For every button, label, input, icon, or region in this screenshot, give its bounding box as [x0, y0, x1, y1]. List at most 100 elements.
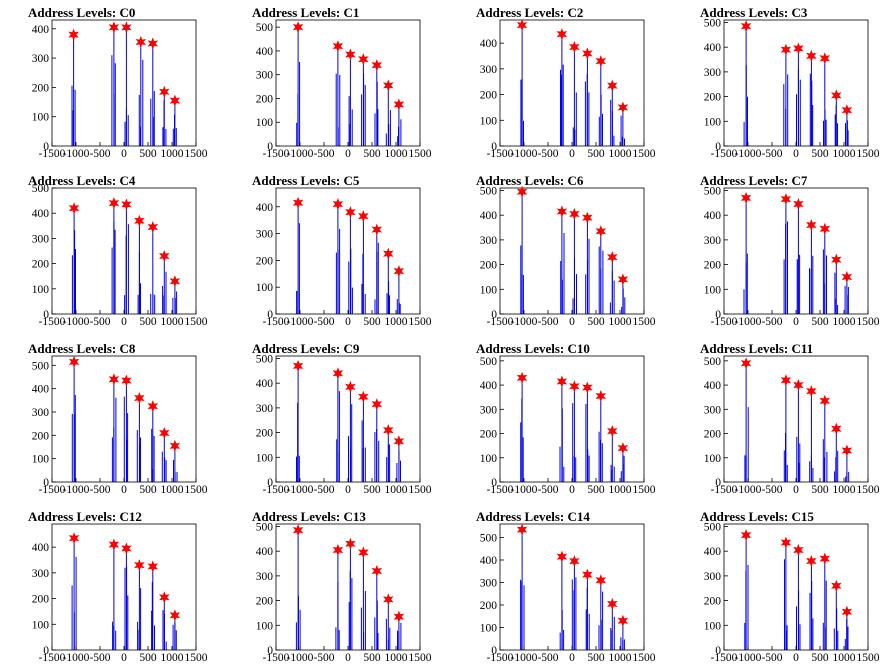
- x-tick-label: 500: [139, 484, 157, 496]
- x-tick-label: 1500: [409, 316, 432, 328]
- y-tick-label: 500: [32, 360, 50, 372]
- x-tick-label: 1500: [633, 316, 656, 328]
- peak-marker: [68, 532, 80, 545]
- y-tick-label: 200: [704, 596, 722, 608]
- y-tick-label: 0: [43, 309, 49, 321]
- peak-marker: [169, 439, 181, 452]
- panel-title: Address Levels: C13: [252, 509, 366, 524]
- peak-marker: [108, 21, 120, 34]
- x-tick-label: -1000: [735, 316, 762, 328]
- x-tick-label: 0: [345, 148, 351, 160]
- x-tick-label: 0: [121, 316, 127, 328]
- y-tick-label: 200: [704, 92, 722, 104]
- x-tick-label: 0: [345, 652, 351, 664]
- x-tick-label: 500: [811, 652, 829, 664]
- peak-marker: [332, 40, 344, 53]
- y-tick-label: 100: [32, 284, 50, 296]
- peak-marker: [358, 546, 369, 559]
- y-tick-label: 100: [480, 623, 498, 635]
- peak-marker: [595, 574, 607, 587]
- peak-marker: [556, 28, 568, 41]
- y-tick-label: 100: [256, 282, 274, 294]
- peak-marker: [569, 380, 580, 393]
- y-tick-label: 500: [256, 22, 274, 34]
- panel-c2: Address Levels: C2 0 100 200 300 400 -1500-100…: [476, 5, 656, 160]
- y-tick-label: 0: [491, 309, 497, 321]
- x-tick-label: 500: [811, 148, 829, 160]
- peak-marker: [358, 390, 369, 403]
- peak-marker: [159, 591, 170, 604]
- peak-marker: [292, 359, 304, 372]
- peak-marker: [68, 28, 79, 41]
- peak-marker: [793, 543, 804, 556]
- x-tick-label: 1000: [609, 484, 632, 496]
- y-tick-label: 400: [480, 380, 498, 392]
- y-tick-label: 500: [256, 353, 274, 365]
- peak-marker: [134, 214, 145, 227]
- y-tick-label: 500: [480, 356, 498, 368]
- y-tick-label: 200: [256, 255, 274, 267]
- y-tick-label: 100: [32, 112, 50, 124]
- x-tick-label: 1000: [609, 316, 632, 328]
- y-tick-label: 0: [491, 141, 497, 153]
- y-tick-label: 300: [256, 229, 274, 241]
- y-tick-label: 200: [480, 260, 498, 272]
- panel-title: Address Levels: C5: [252, 173, 360, 188]
- x-tick-label: -500: [89, 484, 110, 496]
- peak-marker: [806, 555, 817, 568]
- y-tick-label: 400: [32, 24, 50, 36]
- y-tick-label: 0: [491, 645, 497, 657]
- peak-marker: [393, 98, 405, 111]
- x-tick-label: -1000: [735, 652, 762, 664]
- x-tick-label: -1000: [287, 316, 314, 328]
- x-tick-label: -500: [761, 316, 782, 328]
- peak-marker: [292, 21, 304, 34]
- x-tick-label: -500: [537, 316, 558, 328]
- x-tick-label: -1000: [735, 484, 762, 496]
- y-tick-label: 400: [256, 546, 274, 558]
- y-tick-label: 400: [480, 555, 498, 567]
- y-tick-label: 200: [256, 596, 274, 608]
- x-tick-label: -500: [313, 652, 334, 664]
- x-tick-label: 0: [793, 316, 799, 328]
- y-tick-label: 500: [32, 183, 50, 195]
- peak-marker: [831, 253, 842, 266]
- x-tick-label: -500: [537, 148, 558, 160]
- y-tick-label: 100: [704, 620, 722, 632]
- x-tick-label: 1000: [161, 316, 184, 328]
- peak-marker: [740, 191, 752, 204]
- x-tick-label: -500: [537, 652, 558, 664]
- peak-marker: [582, 381, 593, 394]
- x-tick-label: 0: [793, 148, 799, 160]
- peak-marker: [780, 43, 792, 56]
- peak-marker: [841, 605, 853, 618]
- x-tick-label: -1000: [63, 484, 90, 496]
- panel-title: Address Levels: C7: [700, 173, 808, 188]
- peak-marker: [556, 375, 568, 388]
- peak-marker: [617, 101, 629, 114]
- y-tick-label: 0: [267, 309, 273, 321]
- peak-marker: [793, 198, 804, 211]
- y-tick-label: 200: [480, 429, 498, 441]
- y-tick-label: 300: [704, 571, 722, 583]
- y-tick-label: 100: [704, 453, 722, 465]
- x-tick-label: -500: [761, 484, 782, 496]
- y-tick-label: 300: [32, 407, 50, 419]
- peak-marker: [819, 394, 831, 407]
- y-tick-label: 400: [32, 384, 50, 396]
- peak-marker: [841, 270, 853, 283]
- x-tick-label: -1500: [39, 652, 66, 664]
- x-tick-label: -500: [313, 148, 334, 160]
- y-tick-label: 300: [256, 70, 274, 82]
- y-tick-label: 500: [704, 356, 722, 368]
- peak-marker: [292, 196, 304, 209]
- y-tick-label: 400: [256, 46, 274, 58]
- peak-marker: [68, 355, 80, 368]
- y-tick-label: 100: [704, 284, 722, 296]
- peak-marker: [332, 543, 344, 556]
- x-tick-label: -1500: [711, 316, 738, 328]
- x-tick-label: 0: [121, 148, 127, 160]
- x-tick-label: 500: [587, 316, 605, 328]
- peak-marker: [516, 19, 528, 32]
